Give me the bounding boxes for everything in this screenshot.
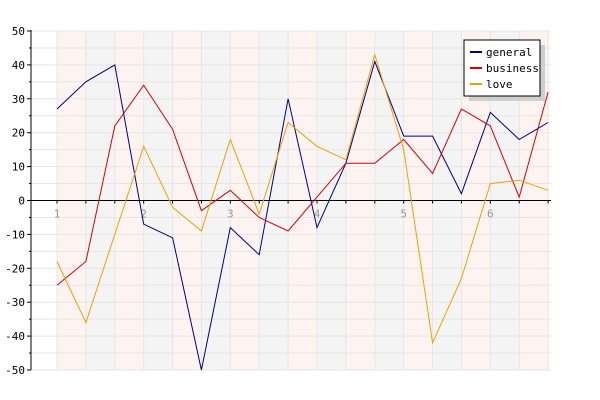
grid-lines	[31, 30, 551, 371]
x-tick-label: 3	[227, 208, 234, 221]
y-tick-label: 50	[12, 25, 25, 38]
y-tick-label: 30	[12, 93, 25, 106]
legend-label-general: general	[486, 46, 532, 59]
y-tick-label: 0	[18, 195, 25, 208]
y-tick-label: -20	[5, 262, 25, 275]
x-axis-tick-labels: 1 2 3 4 5 6	[54, 208, 494, 221]
series-line-love	[56, 52, 549, 345]
x-tick-label: 5	[400, 208, 407, 221]
y-tick-label: -50	[5, 364, 25, 377]
x-tick-label: 1	[54, 208, 61, 221]
y-tick-label: -10	[5, 228, 25, 241]
series-line-general	[56, 59, 549, 371]
legend-label-business: business	[486, 62, 539, 75]
legend-label-love: love	[486, 78, 513, 91]
y-axis-tick-labels: -50 -40 -30 -20 -10 0 10 20 30 40 50	[5, 25, 25, 377]
y-tick-label: -30	[5, 296, 25, 309]
y-tick-label: 40	[12, 59, 25, 72]
axes	[27, 30, 551, 371]
x-tick-label: 2	[140, 208, 147, 221]
y-tick-label: 10	[12, 161, 25, 174]
legend: general business love	[463, 39, 545, 101]
x-tick-label: 4	[314, 208, 321, 221]
y-tick-label: 20	[12, 127, 25, 140]
series-line-business	[56, 84, 549, 286]
x-tick-label: 6	[487, 208, 494, 221]
series-lines	[56, 52, 549, 371]
y-tick-label: -40	[5, 330, 25, 343]
